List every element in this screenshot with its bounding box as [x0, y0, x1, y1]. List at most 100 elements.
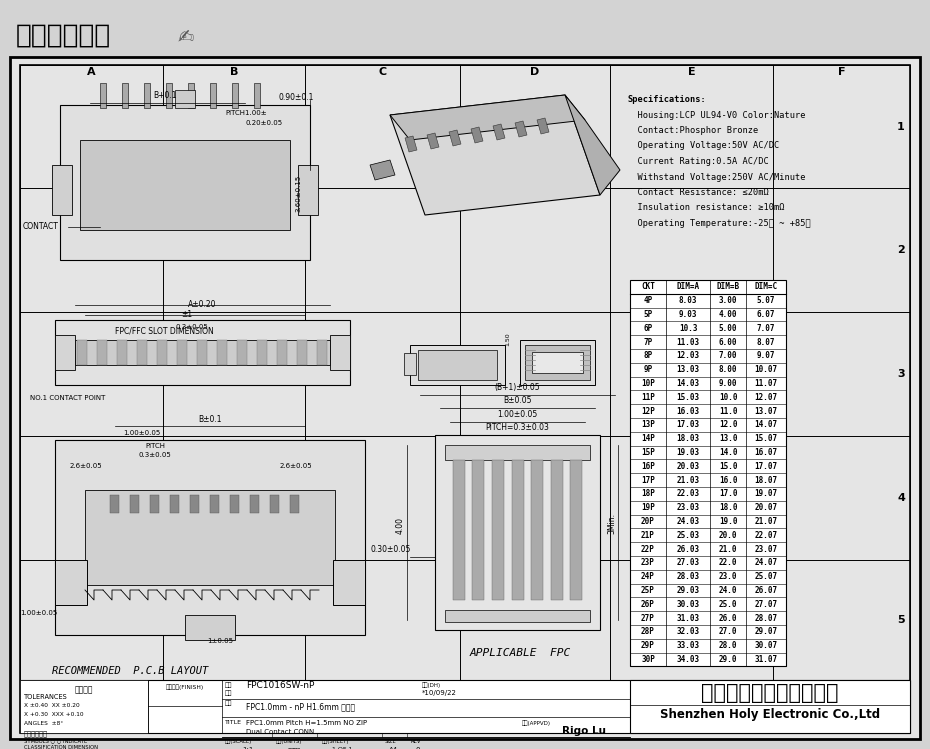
Bar: [210, 495, 219, 513]
Text: 24P: 24P: [641, 572, 655, 581]
Text: 7.00: 7.00: [719, 351, 737, 360]
Text: 3.00: 3.00: [719, 296, 737, 305]
Bar: [435, 435, 600, 630]
Bar: [410, 345, 505, 385]
Text: Contact Resistance: ≤20mΩ: Contact Resistance: ≤20mΩ: [627, 188, 769, 197]
Polygon shape: [405, 136, 417, 152]
Text: 14.03: 14.03: [676, 379, 699, 388]
Text: DIM=C: DIM=C: [754, 282, 777, 291]
Text: 3Min.: 3Min.: [607, 513, 617, 534]
Bar: [445, 445, 590, 460]
Text: 比例(SCALE): 比例(SCALE): [225, 739, 252, 744]
Text: 1: 1: [897, 121, 905, 132]
Text: 19P: 19P: [641, 503, 655, 512]
Bar: [317, 340, 327, 365]
Text: 深圳市宏利电子有限公司: 深圳市宏利电子有限公司: [701, 683, 839, 703]
Text: 24.03: 24.03: [676, 517, 699, 526]
Text: 14.07: 14.07: [754, 420, 777, 429]
Bar: [137, 340, 147, 365]
Text: 11.07: 11.07: [754, 379, 777, 388]
Text: 4.00: 4.00: [719, 310, 737, 319]
Text: 0.30±0.05: 0.30±0.05: [370, 545, 410, 554]
Text: E: E: [687, 67, 696, 77]
Bar: [110, 495, 119, 513]
Text: 工程: 工程: [225, 682, 232, 688]
Bar: [20, 680, 910, 733]
Text: 0.90±0.1: 0.90±0.1: [278, 93, 313, 102]
Text: 12.07: 12.07: [754, 392, 777, 401]
Text: E: E: [687, 721, 696, 731]
Text: 8P: 8P: [644, 351, 653, 360]
Bar: [188, 83, 194, 108]
Bar: [525, 345, 590, 380]
Text: 图号: 图号: [225, 690, 232, 696]
Text: 12P: 12P: [641, 407, 655, 416]
Text: PITCH: PITCH: [145, 443, 165, 449]
Text: 表面处理(FINISH): 表面处理(FINISH): [166, 684, 204, 690]
Bar: [166, 83, 172, 108]
Text: 18.0: 18.0: [719, 503, 737, 512]
Text: 10.3: 10.3: [679, 324, 698, 333]
Text: 核准(APPVD): 核准(APPVD): [522, 720, 551, 726]
Text: CKT: CKT: [641, 282, 655, 291]
Text: 3: 3: [897, 369, 905, 379]
Text: A: A: [87, 721, 96, 731]
Text: 16.03: 16.03: [676, 407, 699, 416]
Text: 22.07: 22.07: [754, 531, 777, 540]
Text: 6P: 6P: [644, 324, 653, 333]
Bar: [453, 460, 465, 600]
Text: DIM=B: DIM=B: [716, 282, 739, 291]
Text: 5.07: 5.07: [757, 296, 776, 305]
Bar: [80, 140, 290, 230]
Bar: [190, 495, 199, 513]
Text: 23P: 23P: [641, 559, 655, 568]
Text: 26P: 26P: [641, 600, 655, 609]
Text: 27.07: 27.07: [754, 600, 777, 609]
Text: F: F: [838, 721, 845, 731]
Text: 6.07: 6.07: [757, 310, 776, 319]
Bar: [270, 495, 279, 513]
Text: FPC/FFC SLOT DIMENSION: FPC/FFC SLOT DIMENSION: [115, 327, 214, 336]
Text: 18.03: 18.03: [676, 434, 699, 443]
Text: REV: REV: [410, 739, 420, 744]
Polygon shape: [565, 95, 620, 195]
Text: Rigo Lu: Rigo Lu: [562, 726, 606, 736]
Text: 12.03: 12.03: [676, 351, 699, 360]
Text: TOLERANCES: TOLERANCES: [24, 694, 68, 700]
Bar: [297, 340, 307, 365]
Text: 21.07: 21.07: [754, 517, 777, 526]
Text: 19.0: 19.0: [719, 517, 737, 526]
Text: NO.1 CONTACT POINT: NO.1 CONTACT POINT: [30, 395, 105, 401]
Text: 16P: 16P: [641, 462, 655, 471]
Text: 9.07: 9.07: [757, 351, 776, 360]
Text: 29.0: 29.0: [719, 655, 737, 664]
Bar: [531, 460, 543, 600]
Bar: [20, 65, 910, 733]
Text: 21.03: 21.03: [676, 476, 699, 485]
Bar: [55, 335, 75, 370]
Text: 4P: 4P: [644, 296, 653, 305]
Polygon shape: [449, 130, 461, 146]
Text: 0.20±0.05: 0.20±0.05: [245, 120, 282, 126]
Text: 15.07: 15.07: [754, 434, 777, 443]
Text: RECOMMENDED  P.C.B LAYOUT: RECOMMENDED P.C.B LAYOUT: [52, 666, 208, 676]
Text: 2.6±0.05: 2.6±0.05: [70, 463, 102, 469]
Text: 5P: 5P: [644, 310, 653, 319]
Text: 0.3±0.05: 0.3±0.05: [176, 324, 208, 330]
Text: 0: 0: [415, 747, 419, 749]
Text: Insulation resistance: ≥10mΩ: Insulation resistance: ≥10mΩ: [627, 204, 785, 213]
Bar: [512, 460, 524, 600]
Polygon shape: [471, 127, 483, 143]
Text: 5.00: 5.00: [719, 324, 737, 333]
Text: 11P: 11P: [641, 392, 655, 401]
Text: C: C: [379, 721, 387, 731]
Text: 9.00: 9.00: [719, 379, 737, 388]
Text: 1±0.05: 1±0.05: [207, 638, 233, 644]
Bar: [630, 280, 786, 667]
Text: 17.07: 17.07: [754, 462, 777, 471]
Bar: [75, 340, 330, 365]
Bar: [232, 83, 238, 108]
Text: 制图(DH): 制图(DH): [422, 682, 441, 688]
Text: 27P: 27P: [641, 613, 655, 622]
Text: 34.03: 34.03: [676, 655, 699, 664]
